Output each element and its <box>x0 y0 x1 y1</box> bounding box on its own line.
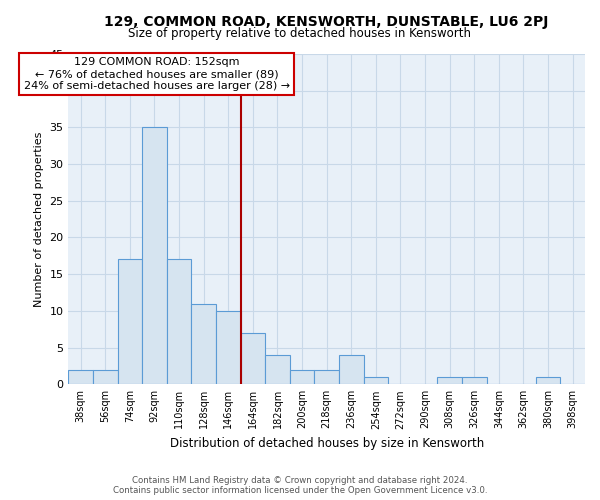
Bar <box>216 311 241 384</box>
Bar <box>118 260 142 384</box>
Bar <box>437 377 462 384</box>
Bar <box>167 260 191 384</box>
Bar <box>290 370 314 384</box>
X-axis label: Distribution of detached houses by size in Kensworth: Distribution of detached houses by size … <box>170 437 484 450</box>
Bar <box>265 355 290 384</box>
Bar <box>314 370 339 384</box>
Text: Contains HM Land Registry data © Crown copyright and database right 2024.
Contai: Contains HM Land Registry data © Crown c… <box>113 476 487 495</box>
Bar <box>93 370 118 384</box>
Title: 129, COMMON ROAD, KENSWORTH, DUNSTABLE, LU6 2PJ: 129, COMMON ROAD, KENSWORTH, DUNSTABLE, … <box>104 15 549 29</box>
Bar <box>68 370 93 384</box>
Bar <box>339 355 364 384</box>
Y-axis label: Number of detached properties: Number of detached properties <box>34 132 44 306</box>
Bar <box>191 304 216 384</box>
Bar <box>241 333 265 384</box>
Bar <box>364 377 388 384</box>
Text: Size of property relative to detached houses in Kensworth: Size of property relative to detached ho… <box>128 28 472 40</box>
Bar <box>536 377 560 384</box>
Bar <box>142 127 167 384</box>
Bar <box>462 377 487 384</box>
Text: 129 COMMON ROAD: 152sqm
← 76% of detached houses are smaller (89)
24% of semi-de: 129 COMMON ROAD: 152sqm ← 76% of detache… <box>24 58 290 90</box>
